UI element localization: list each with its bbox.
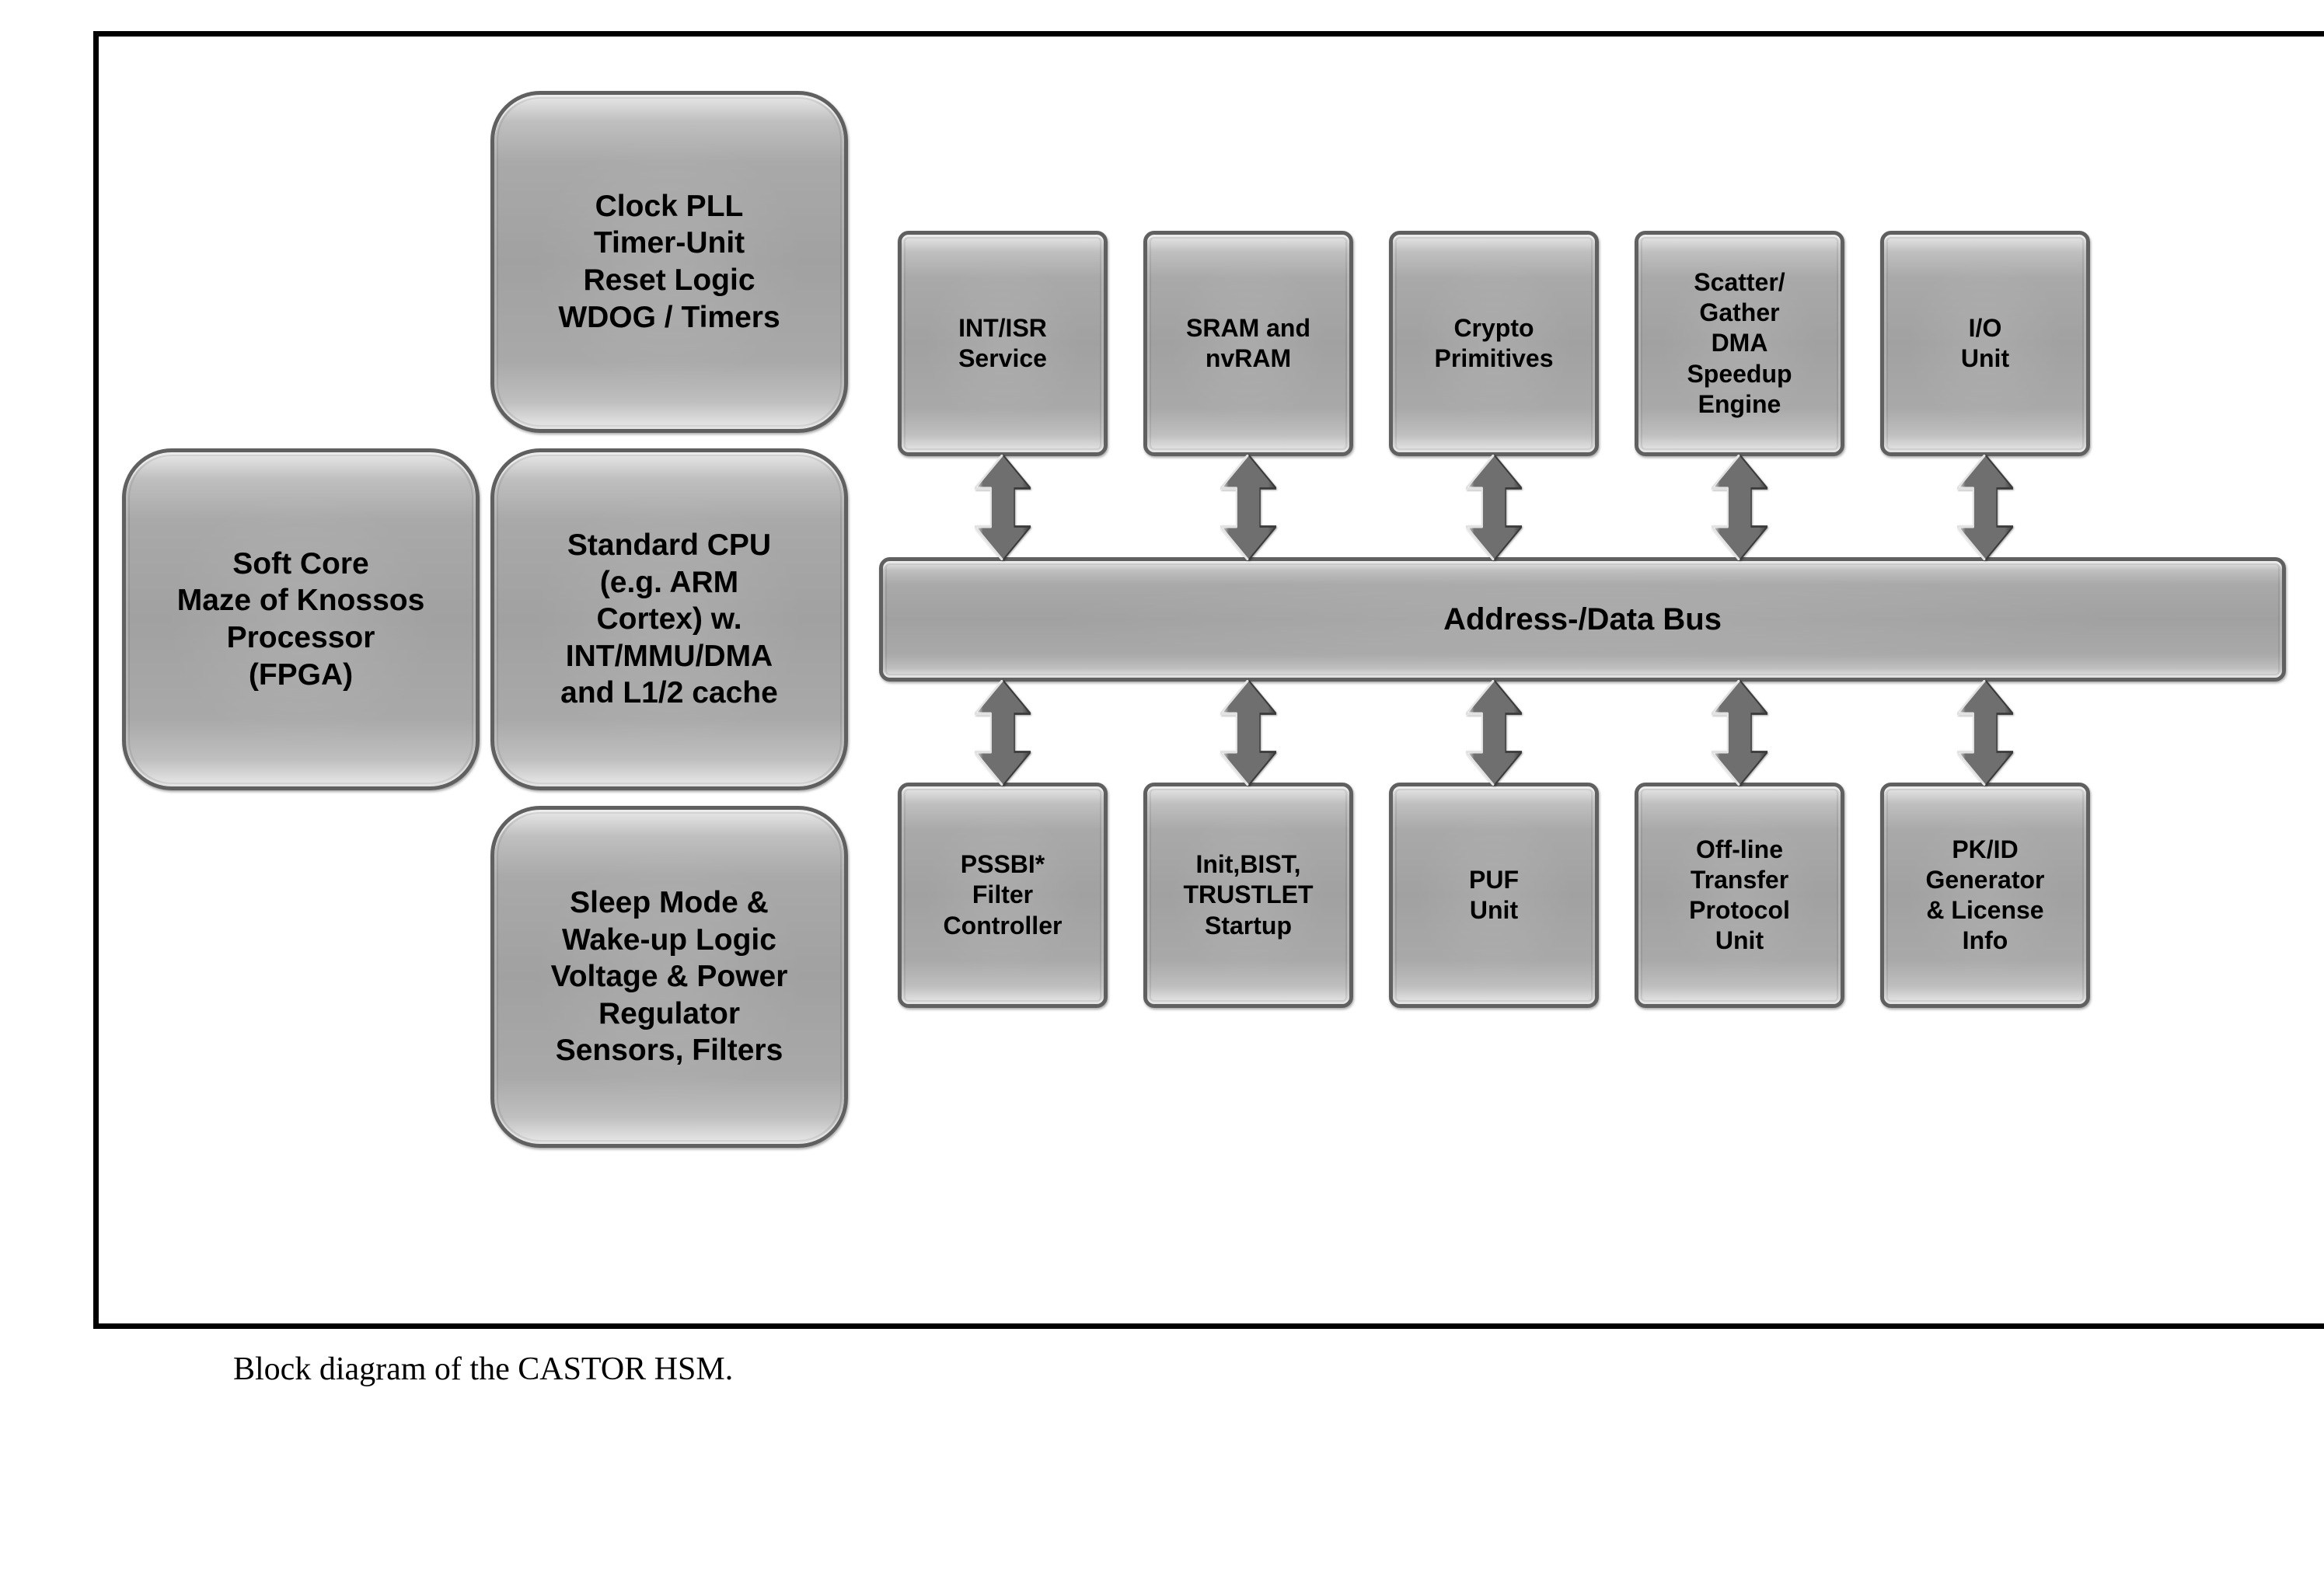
bus-arrow	[1957, 455, 2013, 560]
block-dma: Scatter/ Gather DMA Speedup Engine	[1635, 231, 1844, 456]
block-sram: SRAM and nvRAM	[1143, 231, 1353, 456]
block-crypto: Crypto Primitives	[1389, 231, 1599, 456]
bus-arrow	[975, 680, 1031, 786]
block-pkid: PK/ID Generator & License Info	[1880, 783, 2090, 1008]
bus-arrow	[1220, 680, 1276, 786]
block-clock: Clock PLL Timer-Unit Reset Logic WDOG / …	[490, 91, 848, 433]
block-puf: PUF Unit	[1389, 783, 1599, 1008]
block-fpga: Soft Core Maze of Knossos Processor (FPG…	[122, 448, 480, 790]
block-init: Init,BIST, TRUSTLET Startup	[1143, 783, 1353, 1008]
bus-arrow	[1466, 680, 1522, 786]
block-cpu: Standard CPU (e.g. ARM Cortex) w. INT/MM…	[490, 448, 848, 790]
diagram-frame: Soft Core Maze of Knossos Processor (FPG…	[93, 31, 2324, 1329]
bus-arrow	[1220, 455, 1276, 560]
bus-arrow	[1712, 680, 1767, 786]
bus-arrow	[975, 455, 1031, 560]
block-offline: Off-line Transfer Protocol Unit	[1635, 783, 1844, 1008]
bus-arrow	[1712, 455, 1767, 560]
bus-arrow	[1957, 680, 2013, 786]
block-io: I/O Unit	[1880, 231, 2090, 456]
block-bus: Address-/Data Bus	[879, 557, 2286, 682]
block-int-isr: INT/ISR Service	[898, 231, 1108, 456]
block-sleep: Sleep Mode & Wake-up Logic Voltage & Pow…	[490, 806, 848, 1148]
bus-arrow	[1466, 455, 1522, 560]
diagram-caption: Block diagram of the CASTOR HSM.	[233, 1351, 2293, 1388]
block-pssbi: PSSBI* Filter Controller	[898, 783, 1108, 1008]
